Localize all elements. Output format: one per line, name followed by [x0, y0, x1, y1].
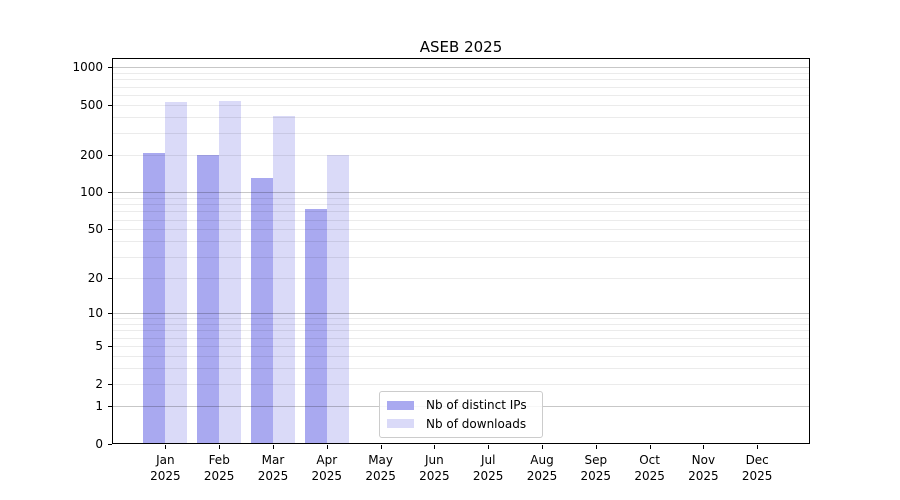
minor-gridline-200: [112, 154, 810, 156]
y-tick-label-5: 5: [95, 339, 103, 354]
x-tick-label-jun: Jun 2025: [419, 453, 450, 483]
minor-gridline-3: [112, 368, 810, 370]
minor-gridline-900: [112, 72, 810, 74]
y-tick-label-10: 10: [87, 306, 103, 321]
x-tick-label-oct: Oct 2025: [634, 453, 665, 483]
bar-distinct-ips-apr: [304, 209, 327, 444]
legend-item-distinct-ips: Nb of distinct IPs: [386, 398, 536, 412]
minor-gridline-60: [112, 219, 810, 221]
bar-downloads-apr: [326, 154, 349, 444]
bar-distinct-ips-feb: [197, 154, 220, 444]
y-tick-label-50: 50: [87, 222, 103, 237]
bar-downloads-feb: [219, 100, 242, 444]
y-tick-0: [108, 443, 112, 445]
y-tick-10: [108, 313, 112, 315]
x-tick-label-feb: Feb 2025: [203, 453, 235, 483]
x-tick-label-aug: Aug 2025: [526, 453, 558, 483]
legend: Nb of distinct IPs Nb of downloads: [379, 391, 543, 438]
major-gridline-1000: [112, 67, 810, 69]
x-tick-sep: [595, 444, 597, 449]
minor-gridline-20: [112, 277, 810, 279]
y-tick-label-2: 2: [95, 376, 103, 391]
chart-title: ASEB 2025: [419, 38, 503, 56]
minor-gridline-30: [112, 256, 810, 258]
x-tick-may: [380, 444, 382, 449]
x-tick-apr: [326, 444, 328, 449]
minor-gridline-5: [112, 346, 810, 348]
y-tick-2: [108, 383, 112, 385]
legend-label-distinct-ips: Nb of distinct IPs: [426, 398, 527, 413]
minor-gridline-8: [112, 324, 810, 326]
minor-gridline-300: [112, 132, 810, 134]
legend-label-downloads: Nb of downloads: [426, 416, 527, 431]
y-tick-1000: [108, 67, 112, 69]
y-tick-200: [108, 154, 112, 156]
minor-gridline-600: [112, 95, 810, 97]
x-tick-label-mar: Mar 2025: [257, 453, 289, 483]
y-tick-50: [108, 229, 112, 231]
y-tick-label-1: 1: [95, 399, 103, 414]
x-tick-label-dec: Dec 2025: [741, 453, 773, 483]
minor-gridline-6: [112, 337, 810, 339]
minor-gridline-70: [112, 211, 810, 213]
x-tick-label-jul: Jul 2025: [472, 453, 504, 483]
minor-gridline-800: [112, 79, 810, 81]
bar-downloads-jan: [165, 101, 188, 444]
x-tick-jun: [434, 444, 436, 449]
x-tick-nov: [703, 444, 705, 449]
x-tick-label-sep: Sep 2025: [580, 453, 612, 483]
minor-gridline-4: [112, 356, 810, 358]
y-tick-label-0: 0: [95, 436, 103, 451]
x-tick-label-jan: Jan 2025: [150, 453, 181, 483]
x-tick-oct: [649, 444, 651, 449]
x-tick-aug: [542, 444, 543, 449]
minor-gridline-9: [112, 318, 810, 320]
legend-item-downloads: Nb of downloads: [386, 417, 536, 431]
major-gridline-100: [112, 192, 810, 194]
minor-gridline-50: [112, 229, 810, 231]
bar-distinct-ips-mar: [251, 178, 273, 444]
y-tick-5: [108, 346, 112, 348]
bar-downloads-mar: [273, 115, 295, 444]
minor-gridline-700: [112, 86, 810, 88]
x-tick-label-may: May 2025: [365, 453, 396, 483]
minor-gridline-500: [112, 104, 810, 106]
y-tick-label-1000: 1000: [72, 60, 103, 75]
x-tick-dec: [757, 444, 759, 449]
major-gridline-10: [112, 313, 810, 315]
y-tick-1: [108, 406, 112, 408]
legend-swatch-distinct-ips: [387, 400, 414, 410]
y-tick-20: [108, 277, 112, 279]
x-tick-jan: [165, 444, 167, 449]
x-tick-label-apr: Apr 2025: [311, 453, 343, 483]
x-tick-feb: [219, 444, 221, 449]
minor-gridline-80: [112, 204, 810, 206]
y-tick-label-20: 20: [87, 270, 103, 285]
x-tick-mar: [273, 444, 274, 449]
minor-gridline-40: [112, 241, 810, 243]
bar-distinct-ips-jan: [143, 153, 166, 444]
y-tick-500: [108, 104, 112, 106]
x-tick-jul: [488, 444, 490, 449]
y-tick-label-500: 500: [80, 97, 103, 112]
legend-swatch-downloads: [387, 419, 414, 429]
minor-gridline-7: [112, 330, 810, 332]
minor-gridline-90: [112, 197, 810, 199]
minor-gridline-400: [112, 117, 810, 119]
minor-gridline-2: [112, 383, 810, 385]
x-tick-label-nov: Nov 2025: [688, 453, 719, 483]
y-tick-label-200: 200: [80, 147, 103, 162]
y-tick-100: [108, 192, 112, 194]
y-tick-label-100: 100: [80, 185, 103, 200]
